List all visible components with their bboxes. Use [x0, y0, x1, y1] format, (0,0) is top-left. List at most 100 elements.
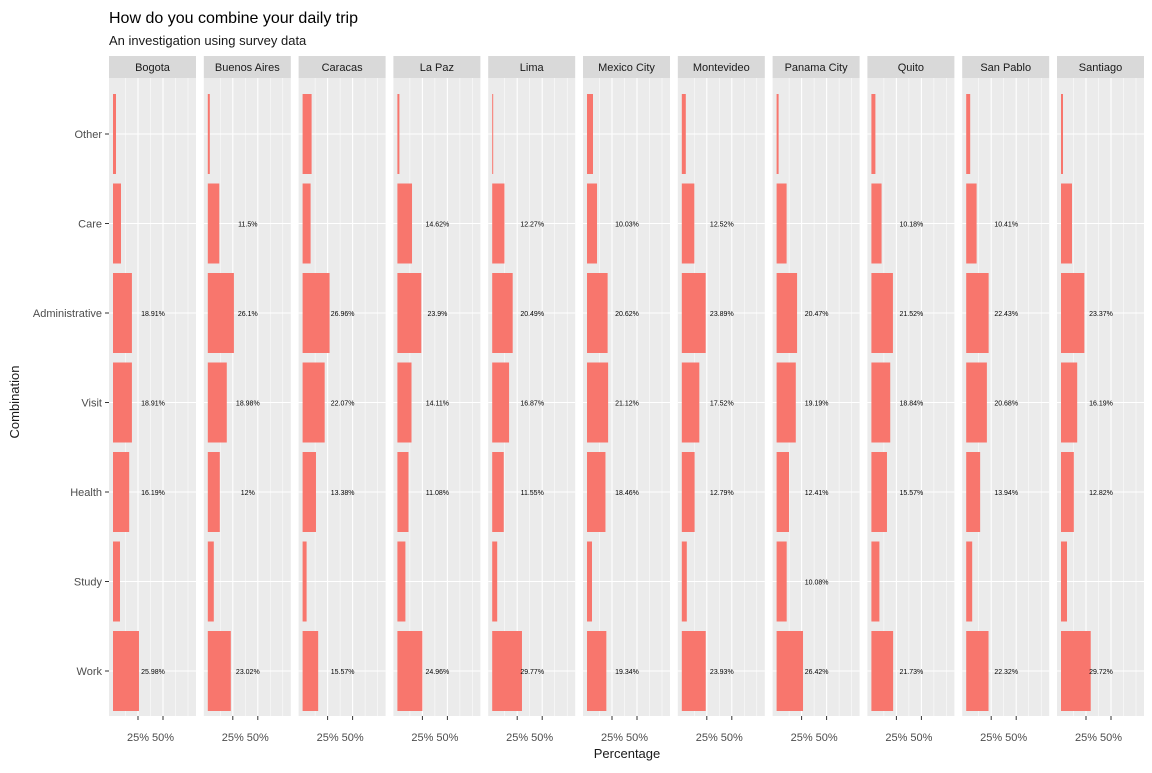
- x-tick-label: 25%: [127, 732, 149, 744]
- bar: [1061, 362, 1078, 443]
- x-tick-label: 50%: [1005, 732, 1027, 744]
- facet-panel: Lima 12.27% 20.49% 16.87% 11.55% 29.77% 25% 50%: [488, 56, 576, 744]
- bar-value-label: 21.73%: [900, 669, 924, 676]
- bar: [113, 362, 132, 443]
- facet-strip: [677, 56, 765, 78]
- bar: [113, 94, 116, 174]
- bar: [776, 273, 798, 353]
- facet-strip-label: Caracas: [322, 62, 363, 74]
- bar-value-label: 10.41%: [994, 222, 1018, 229]
- bar: [1061, 631, 1091, 711]
- facet-panel: San Pablo 10.41% 22.43% 20.68% 13.94% 22.32% 2…: [962, 56, 1050, 744]
- bar-value-label: 14.11%: [426, 401, 449, 408]
- bar: [492, 362, 510, 443]
- bar-value-label: 21.52%: [900, 311, 924, 318]
- bar: [871, 631, 894, 711]
- bar: [587, 631, 607, 711]
- x-tick-label: 50%: [626, 732, 648, 744]
- bar: [681, 631, 706, 711]
- bar: [492, 183, 505, 264]
- bar-value-label: 12.52%: [710, 222, 734, 229]
- facet-strip-label: Santiago: [1079, 62, 1122, 74]
- bar: [587, 94, 593, 174]
- facet-panel: La Paz 14.62% 23.9% 14.11% 11.08% 24.96% 25% 50…: [393, 56, 481, 744]
- bar: [1061, 94, 1063, 174]
- bar: [302, 273, 330, 353]
- bar: [776, 541, 787, 622]
- x-tick-label: 50%: [816, 732, 838, 744]
- bar: [207, 273, 234, 353]
- bar: [966, 273, 989, 353]
- bar-value-label: 26.96%: [331, 311, 355, 318]
- facet-strip-label: La Paz: [420, 62, 454, 74]
- bar: [871, 541, 880, 622]
- bar: [1061, 541, 1067, 622]
- bar: [397, 362, 412, 443]
- bar-value-label: 13.38%: [331, 490, 355, 497]
- bar-value-label: 25.98%: [141, 669, 165, 676]
- x-tick-label: 50%: [152, 732, 174, 744]
- bar-value-label: 20.47%: [805, 311, 829, 318]
- facet-panel: Mexico City 10.03% 20.62% 21.12% 18.46% 19.34…: [583, 56, 670, 744]
- chart-subtitle: An investigation using survey data: [109, 33, 307, 48]
- facet-panel: Caracas 26.96% 22.07% 13.38% 15.57% 25% 50%: [298, 56, 386, 744]
- bar-value-label: 13.94%: [994, 490, 1018, 497]
- facet-panel: Quito 10.18% 21.52% 18.84% 15.57% 21.73% 25% 50…: [867, 56, 955, 744]
- facet-panels: Other Care Administrative Visit Health Study W…: [33, 56, 1144, 744]
- facet-strip-label: Buenos Aires: [215, 62, 280, 74]
- facet-strip: [393, 56, 481, 78]
- facet-strip: [1057, 56, 1144, 78]
- facet-strip-label: Montevideo: [693, 62, 750, 74]
- bar-value-label: 22.43%: [994, 311, 1018, 318]
- facet-panel: Montevideo 12.52% 23.89% 17.52% 12.79% 23.93%…: [677, 56, 765, 744]
- bar: [681, 541, 687, 622]
- bar: [681, 273, 706, 353]
- x-tick-label: 25%: [696, 732, 718, 744]
- bar: [1061, 452, 1074, 532]
- x-tick-label: 25%: [791, 732, 813, 744]
- bar: [492, 631, 522, 711]
- bar-value-label: 11.08%: [426, 490, 449, 497]
- y-tick-label: Other: [74, 129, 102, 141]
- facet-strip: [298, 56, 386, 78]
- bar-value-label: 14.62%: [426, 222, 450, 229]
- bar: [681, 452, 695, 532]
- facet-strip-label: Lima: [520, 62, 545, 74]
- y-tick-label: Work: [77, 666, 103, 678]
- facet-panel: Santiago 23.37% 16.19% 12.82% 29.72% 25% 50%: [1057, 56, 1144, 744]
- facet-strip-label: Panama City: [785, 62, 848, 74]
- bar-value-label: 16.19%: [1089, 401, 1113, 408]
- bar-value-label: 26.42%: [805, 669, 829, 676]
- bar: [871, 94, 876, 174]
- facet-panel: Bogota 18.91% 18.91% 16.19% 25.98% 25% 50%: [109, 56, 196, 744]
- bar: [302, 94, 312, 174]
- facet-panel: Panama City 20.47% 19.19% 12.41% 10.08% 26.42…: [772, 56, 860, 744]
- x-tick-label: 25%: [411, 732, 433, 744]
- bar: [681, 183, 695, 264]
- facet-strip-label: San Pablo: [980, 62, 1031, 74]
- facet-strip-label: Quito: [898, 62, 924, 74]
- bar: [1061, 183, 1072, 264]
- facet-strip: [867, 56, 955, 78]
- bar-value-label: 16.19%: [141, 490, 165, 497]
- x-tick-label: 50%: [247, 732, 269, 744]
- bar: [492, 452, 504, 532]
- x-tick-label: 50%: [436, 732, 458, 744]
- bar: [302, 452, 316, 532]
- bar-value-label: 12.82%: [1089, 490, 1113, 497]
- bar: [207, 541, 214, 622]
- facet-strip-label: Mexico City: [598, 62, 655, 74]
- bar: [587, 362, 609, 443]
- bar-value-label: 16.87%: [520, 401, 544, 408]
- x-tick-label: 50%: [531, 732, 553, 744]
- bar: [776, 94, 779, 174]
- bar-value-label: 12.41%: [805, 490, 829, 497]
- bar: [207, 362, 227, 443]
- facet-strip: [203, 56, 291, 78]
- x-tick-label: 50%: [910, 732, 932, 744]
- facet-strip: [583, 56, 670, 78]
- facet-strip: [772, 56, 860, 78]
- bar-value-label: 26.1%: [238, 311, 258, 318]
- bar: [776, 362, 796, 443]
